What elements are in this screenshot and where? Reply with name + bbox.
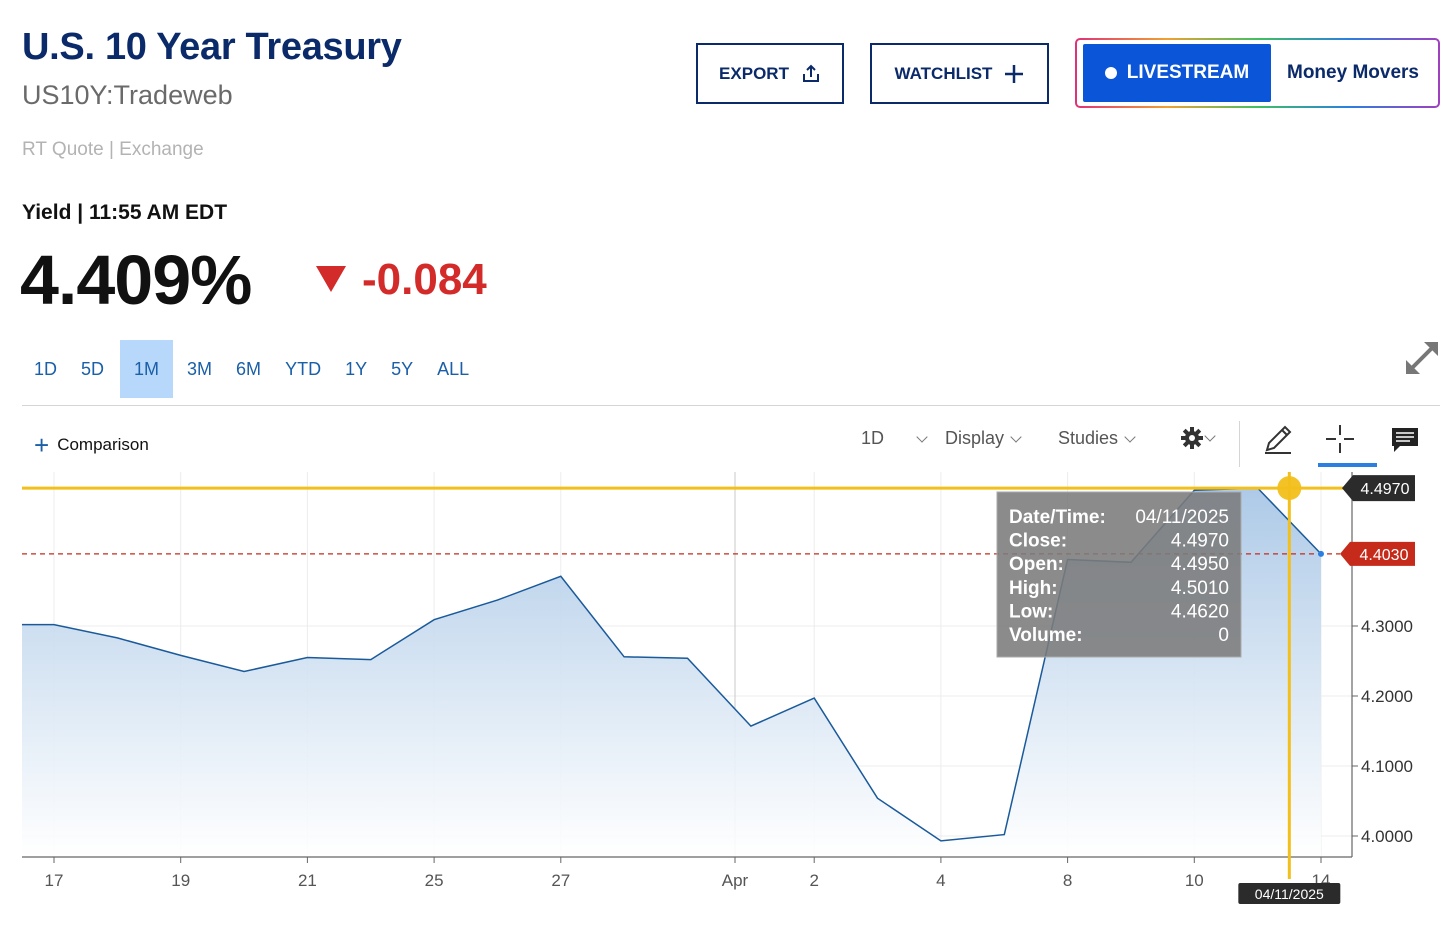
y-tick-label: 4.2000 [1361, 687, 1413, 706]
share-icon [802, 64, 819, 82]
interval-label: 1D [861, 428, 885, 448]
watchlist-button[interactable]: WATCHLIST [870, 43, 1049, 104]
watchlist-label: WATCHLIST [894, 63, 993, 83]
yield-chart[interactable]: 17 19 21 25 27 Apr 2 4 8 10 144.30004.20004.10004.… [0, 465, 1456, 905]
range-tab-1m[interactable]: 1M [120, 340, 174, 398]
quote-source: RT Quote | Exchange [22, 139, 204, 160]
divider [22, 405, 1440, 406]
export-button[interactable]: EXPORT [696, 43, 844, 104]
interval-dropdown[interactable]: 1D [861, 428, 928, 449]
crosshair-value-badge [1342, 475, 1415, 502]
area-fill [22, 488, 1321, 857]
gear-icon [1181, 427, 1203, 449]
chevron-down-icon [1124, 430, 1136, 443]
crosshair-active-indicator [1318, 463, 1377, 467]
down-arrow-icon [316, 266, 346, 292]
x-tick-label: 19 [171, 871, 190, 890]
tooltip-value: 4.5010 [1171, 578, 1229, 599]
expand-icon[interactable] [1402, 338, 1442, 378]
range-tab-all[interactable]: ALL [437, 358, 470, 379]
live-dot-icon [1104, 67, 1117, 79]
studies-label: Studies [1058, 428, 1119, 448]
last-point [1318, 550, 1324, 557]
crosshair-value-label: 4.4970 [1361, 481, 1410, 498]
range-tab-ytd[interactable]: YTD [285, 358, 322, 379]
current-value-label: 4.4030 [1360, 547, 1409, 564]
export-label: EXPORT [719, 63, 789, 83]
comparison-button[interactable]: + Comparison [34, 432, 149, 458]
x-tick-label: 25 [425, 871, 444, 890]
display-label: Display [945, 428, 1005, 448]
tooltip-key: Close: [1009, 531, 1067, 552]
crosshair-marker [1277, 476, 1302, 501]
tooltip-value: 0 [1218, 625, 1229, 646]
current-value-badge [1340, 541, 1415, 566]
livestream-button[interactable]: LIVESTREAM [1083, 44, 1271, 102]
tooltip-key: High: [1009, 578, 1058, 599]
money-movers-link[interactable]: Money Movers [1287, 62, 1419, 83]
chevron-down-icon [1010, 430, 1022, 443]
chevron-down-icon [916, 430, 928, 443]
x-tick-label: Apr [722, 871, 749, 890]
tooltip-key: Date/Time: [1009, 507, 1106, 528]
pencil-icon[interactable] [1261, 422, 1295, 456]
tooltip-value: 4.4620 [1171, 601, 1229, 622]
range-tab-5d[interactable]: 5D [81, 358, 105, 379]
yield-change: -0.084 [362, 255, 487, 304]
comment-icon[interactable] [1388, 422, 1422, 456]
crosshair-icon[interactable] [1323, 422, 1357, 456]
toolbar-separator [1239, 421, 1240, 467]
y-tick-label: 4.0000 [1361, 827, 1413, 846]
tooltip-value: 4.4970 [1171, 531, 1229, 552]
x-tick-label: 10 [1185, 871, 1204, 890]
page-title: U.S. 10 Year Treasury [22, 26, 402, 68]
x-tick-label: 21 [298, 871, 317, 890]
range-tab-5y[interactable]: 5Y [391, 358, 414, 379]
comparison-label: Comparison [57, 435, 149, 454]
tooltip-box [996, 491, 1242, 658]
crosshair-date-label: 04/11/2025 [1255, 886, 1324, 902]
yield-timestamp: Yield | 11:55 AM EDT [22, 201, 228, 224]
x-tick-label: 17 [45, 871, 64, 890]
current-yield: 4.409% [20, 241, 252, 319]
range-tab-3m[interactable]: 3M [187, 358, 213, 379]
tooltip-value: 4.4950 [1171, 554, 1229, 575]
symbol-label: US10Y:Tradeweb [22, 80, 233, 110]
livestream-panel: LIVESTREAM Money Movers [1075, 38, 1440, 108]
tooltip-value: 04/11/2025 [1135, 507, 1229, 528]
tooltip-key: Low: [1009, 601, 1053, 622]
studies-dropdown[interactable]: Studies [1058, 428, 1136, 449]
tooltip-key: Volume: [1009, 625, 1083, 646]
chevron-down-icon [1204, 430, 1216, 442]
y-tick-label: 4.3000 [1361, 617, 1413, 636]
range-tab-6m[interactable]: 6M [236, 358, 262, 379]
range-tab-1y[interactable]: 1Y [345, 358, 368, 379]
plus-icon [1005, 64, 1024, 83]
range-tabs: 1D 5D 1M 3M 6M YTD 1Y 5Y ALL [22, 340, 481, 398]
x-tick-label: 4 [936, 871, 945, 890]
range-tab-1d[interactable]: 1D [34, 358, 58, 379]
plus-icon: + [34, 430, 50, 460]
y-tick-label: 4.1000 [1361, 757, 1413, 776]
x-tick-label: 2 [809, 871, 818, 890]
settings-dropdown[interactable] [1180, 426, 1216, 450]
tooltip-key: Open: [1009, 554, 1064, 575]
display-dropdown[interactable]: Display [945, 428, 1022, 449]
x-tick-label: 27 [551, 871, 570, 890]
x-tick-label: 8 [1063, 871, 1072, 890]
crosshair-date-badge [1238, 883, 1341, 904]
livestream-label: LIVESTREAM [1126, 62, 1250, 83]
